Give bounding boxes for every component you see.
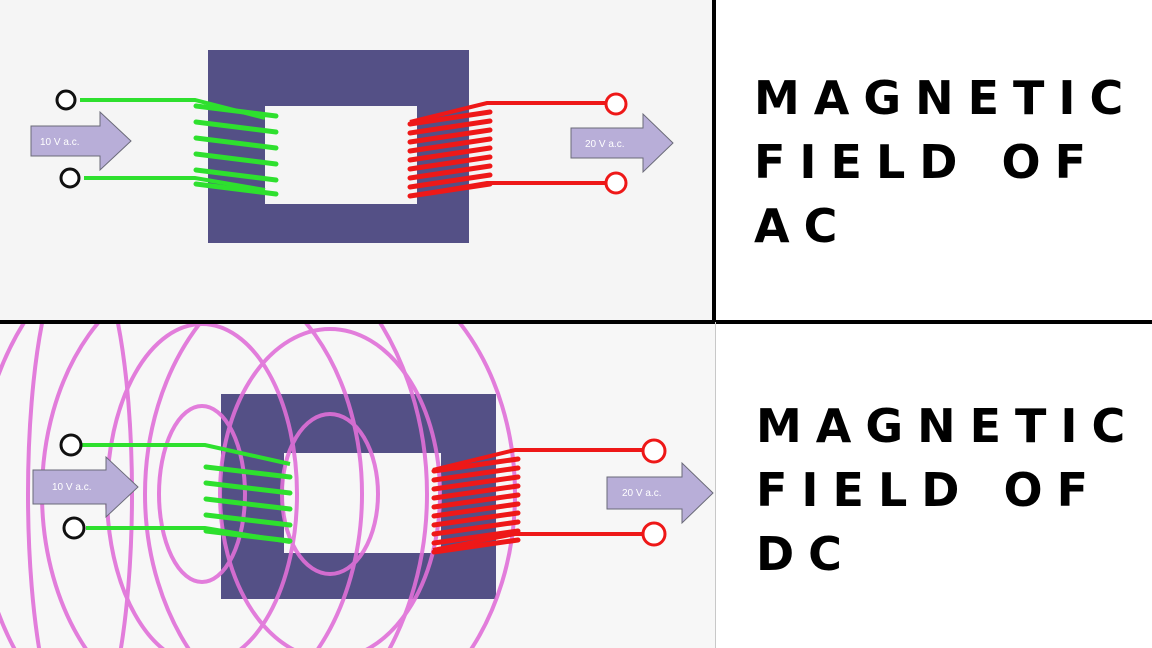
output-voltage-label: 20 V a.c.	[622, 488, 661, 499]
transformer-core	[208, 50, 469, 243]
output-voltage-label: 20 V a.c.	[585, 139, 624, 150]
primary-coil	[203, 464, 293, 544]
ac-caption-panel: MAGNETIC FIELD OF AC	[716, 0, 1152, 321]
caption-line: AC	[754, 199, 852, 253]
terminal-icon	[62, 516, 86, 540]
ac-transformer-diagram: 10 V a.c. 20 V a.c.	[30, 50, 674, 243]
secondary-coil	[407, 109, 493, 199]
primary-coil	[193, 103, 279, 197]
ac-caption: MAGNETIC FIELD OF AC	[754, 66, 1137, 258]
secondary-coil	[431, 456, 521, 555]
terminal-icon	[604, 92, 628, 116]
vertical-divider-bottom	[715, 322, 716, 648]
input-voltage-label: 10 V a.c.	[52, 482, 91, 493]
ac-transformer-panel: 10 V a.c. 20 V a.c.	[0, 0, 714, 321]
input-arrow-icon: 10 V a.c.	[32, 455, 139, 519]
caption-line: MAGNETIC	[756, 399, 1140, 453]
input-arrow-icon: 10 V a.c.	[30, 110, 132, 172]
terminal-icon	[59, 433, 83, 457]
horizontal-divider	[0, 320, 1152, 324]
caption-line: FIELD OF	[756, 463, 1102, 517]
output-arrow-icon: 20 V a.c.	[570, 112, 674, 174]
dc-caption-panel: MAGNETIC FIELD OF DC	[718, 324, 1152, 648]
caption-line: FIELD OF	[754, 135, 1100, 189]
terminal-icon	[55, 89, 77, 111]
dc-caption: MAGNETIC FIELD OF DC	[756, 394, 1139, 586]
terminal-icon	[641, 438, 667, 464]
input-voltage-label: 10 V a.c.	[40, 137, 79, 148]
caption-line: MAGNETIC	[754, 71, 1138, 125]
caption-line: DC	[756, 527, 856, 581]
output-arrow-icon: 20 V a.c.	[606, 461, 714, 525]
secondary-wires	[432, 448, 644, 552]
terminal-icon	[604, 171, 628, 195]
terminal-icon	[59, 167, 81, 189]
dc-transformer-diagram: 10 V a.c. 20 V a.c.	[0, 324, 714, 648]
dc-transformer-panel: 10 V a.c. 20 V a.c.	[0, 324, 716, 648]
terminal-icon	[641, 521, 667, 547]
vertical-divider-top	[712, 0, 716, 322]
